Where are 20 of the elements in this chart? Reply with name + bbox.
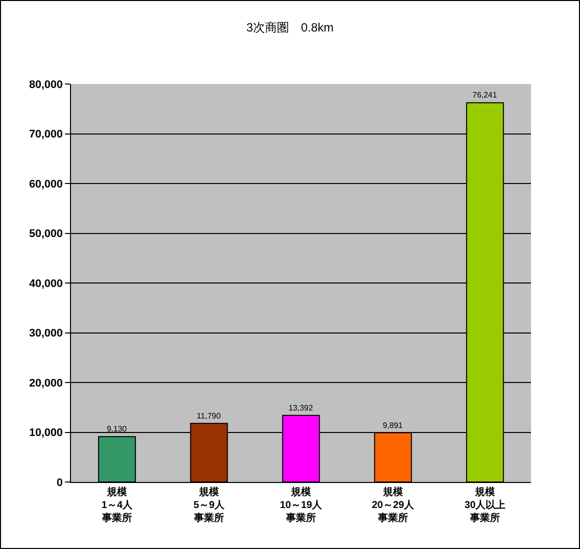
data-label: 11,790 [196, 411, 222, 420]
data-label: 13,392 [288, 403, 314, 412]
x-tick-label: 規模5～9人事業所 [193, 486, 226, 524]
x-tick-label: 規模20～29人事業所 [372, 486, 416, 524]
y-tick-label: 70,000 [29, 128, 63, 141]
y-tick-label: 40,000 [29, 278, 63, 290]
x-tick-label: 規模30人以上事業所 [464, 486, 506, 524]
y-tick-label: 0 [56, 476, 63, 489]
data-label: 76,241 [472, 90, 498, 100]
y-tick-label: 30,000 [29, 328, 63, 340]
chart-title: 3次商圏 0.8km [246, 20, 334, 34]
y-tick-label: 10,000 [29, 427, 63, 440]
x-tick-label: 規模1～4人事業所 [101, 486, 134, 524]
y-tick-label: 50,000 [29, 228, 63, 240]
data-label: 9,130 [106, 424, 128, 434]
y-tick-label: 20,000 [29, 377, 63, 390]
y-tick-label: 60,000 [29, 178, 63, 190]
data-label: 9,891 [382, 420, 404, 430]
y-tick-label: 80,000 [29, 78, 63, 91]
x-tick-label: 規模10～19人事業所 [280, 486, 324, 524]
